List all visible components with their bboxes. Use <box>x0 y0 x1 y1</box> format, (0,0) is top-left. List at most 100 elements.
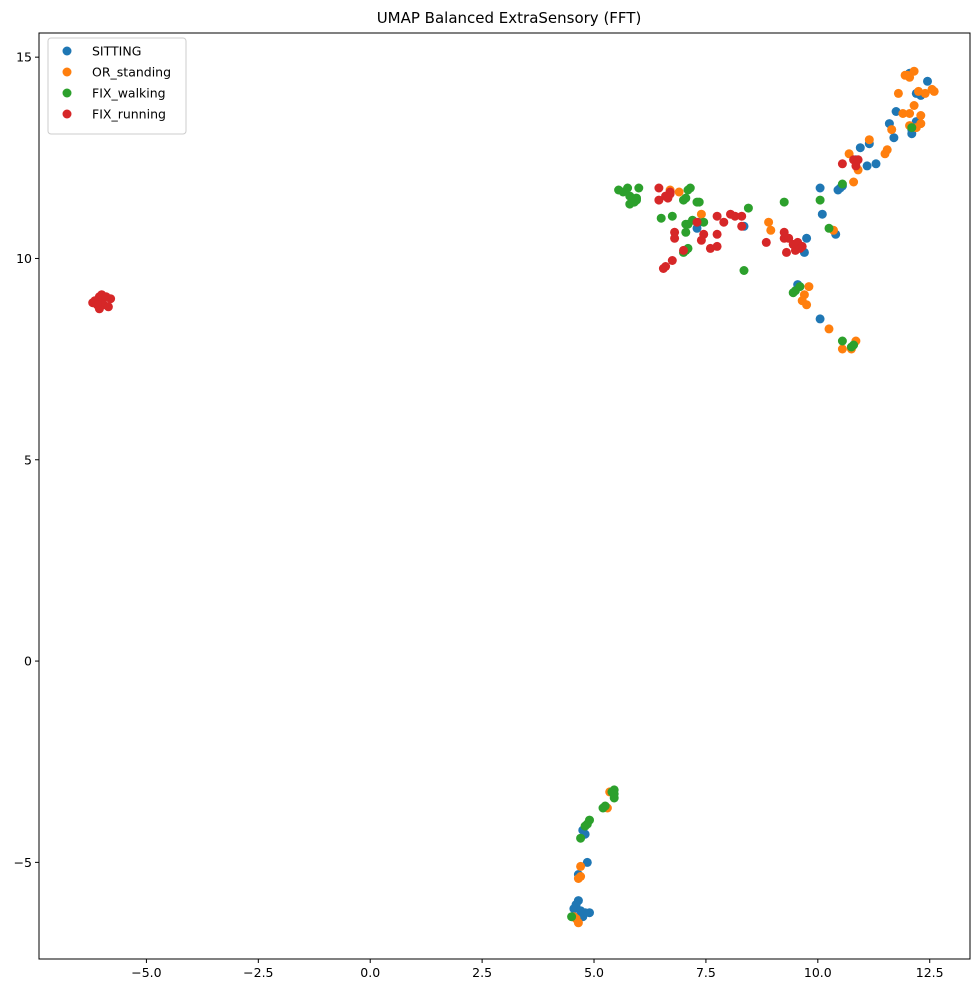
data-point <box>737 211 747 221</box>
data-point <box>788 288 798 298</box>
data-point <box>824 223 834 233</box>
legend-marker <box>62 67 72 77</box>
data-point <box>696 209 706 219</box>
data-point <box>817 209 827 219</box>
legend-label: SITTING <box>92 44 141 59</box>
data-point <box>864 135 874 145</box>
data-point <box>667 256 677 265</box>
data-point <box>582 857 592 867</box>
data-point <box>849 177 859 187</box>
data-point <box>837 159 847 169</box>
legend-marker <box>62 88 72 98</box>
x-tick-label: 5.0 <box>584 965 604 980</box>
data-point <box>782 247 791 257</box>
points-layer <box>88 66 939 928</box>
x-tick-label: 7.5 <box>696 965 716 980</box>
data-point <box>654 183 664 193</box>
data-point <box>743 203 753 213</box>
data-point <box>797 296 807 306</box>
series-fix-running <box>88 155 863 314</box>
data-point <box>576 861 586 871</box>
data-point <box>898 109 908 118</box>
x-tick-label: 10.0 <box>804 965 832 980</box>
data-point <box>667 211 677 221</box>
data-point <box>712 211 722 221</box>
data-point <box>739 266 749 275</box>
axes-layer: −5.0 −2.5 0.0 2.5 5.0 7.5 10.0 12.5 −5 0 5 10 15 <box>14 50 944 980</box>
data-point <box>580 821 590 831</box>
data-point <box>893 88 903 98</box>
data-point <box>929 86 939 96</box>
legend-marker <box>62 109 72 119</box>
data-point <box>853 155 863 165</box>
legend: SITTING OR_standing FIX_walking FIX_running <box>47 37 187 135</box>
data-point <box>761 237 771 247</box>
data-point <box>837 336 847 346</box>
data-point <box>719 217 729 227</box>
data-point <box>916 111 926 120</box>
x-tick-label: 2.5 <box>472 965 492 980</box>
data-point <box>656 213 666 223</box>
data-point <box>712 241 722 251</box>
data-point <box>905 109 915 118</box>
legend-marker <box>62 46 72 56</box>
data-point <box>625 199 635 209</box>
data-point <box>696 235 706 245</box>
data-point <box>576 833 586 843</box>
y-tick-label: 5 <box>24 452 32 467</box>
data-point <box>692 217 702 227</box>
series-sitting <box>569 68 932 922</box>
x-tick-label: 0.0 <box>360 965 380 980</box>
data-point <box>923 76 932 86</box>
data-point <box>699 217 709 227</box>
legend-label: OR_standing <box>92 65 171 80</box>
data-point <box>815 195 825 205</box>
data-point <box>907 123 917 133</box>
data-point <box>837 344 847 354</box>
data-point <box>661 262 671 271</box>
legend-label: FIX_walking <box>92 86 166 101</box>
data-point <box>92 300 102 310</box>
data-point <box>598 803 608 813</box>
series-fix-walking <box>567 123 917 922</box>
x-tick-label: 12.5 <box>916 965 944 980</box>
data-point <box>804 282 814 292</box>
series-or-standing <box>569 66 939 928</box>
data-point <box>837 179 847 189</box>
data-point <box>889 133 899 143</box>
data-point <box>103 302 113 312</box>
plot-frame <box>38 32 971 960</box>
data-point <box>694 197 704 207</box>
data-point <box>815 183 825 193</box>
data-point <box>101 292 111 302</box>
data-point <box>887 125 897 135</box>
legend-box <box>47 37 187 135</box>
data-point <box>685 183 695 193</box>
data-point <box>891 107 901 116</box>
data-point <box>681 227 691 237</box>
data-point <box>632 195 641 205</box>
data-point <box>815 314 825 324</box>
data-point <box>670 233 680 243</box>
data-point <box>712 229 722 239</box>
data-point <box>730 211 740 221</box>
data-point <box>654 195 664 205</box>
data-point <box>567 912 577 922</box>
data-point <box>634 183 644 193</box>
data-point <box>797 241 807 251</box>
data-point <box>855 143 865 153</box>
y-tick-label: −5 <box>14 855 32 870</box>
data-point <box>846 342 856 352</box>
data-point <box>766 225 776 235</box>
data-point <box>880 149 890 159</box>
chart-title: UMAP Balanced ExtraSensory (FFT) <box>377 9 642 27</box>
data-point <box>737 221 747 231</box>
data-point <box>914 86 923 96</box>
data-point <box>665 189 675 199</box>
data-point <box>862 161 872 171</box>
data-point <box>871 159 881 169</box>
data-point <box>824 324 834 334</box>
x-tick-label: −2.5 <box>243 965 273 980</box>
data-point <box>909 101 919 110</box>
